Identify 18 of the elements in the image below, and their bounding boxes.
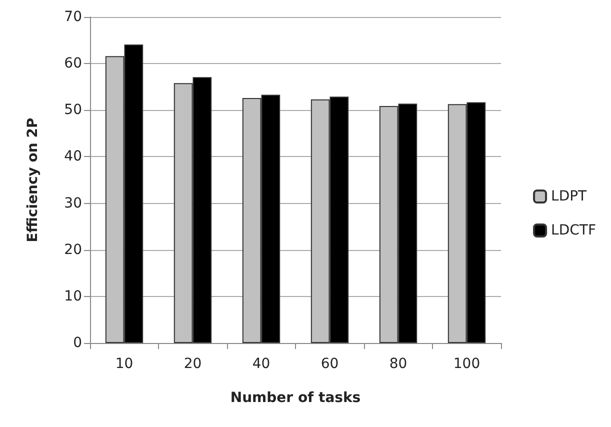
legend-label: LDPT <box>551 188 588 204</box>
y-tick-label: 50 <box>64 102 82 118</box>
x-tick-label: 80 <box>389 356 408 372</box>
legend-label: LDCTF <box>551 222 596 238</box>
y-tick-label: 30 <box>64 195 82 212</box>
y-tick-label: 70 <box>64 9 82 25</box>
y-tick-label: 10 <box>64 288 82 304</box>
y-axis-title: Efficiency on 2P <box>25 118 41 242</box>
x-tick-label: 100 <box>453 356 480 372</box>
x-tick-label: 40 <box>252 356 270 372</box>
y-tick-label: 20 <box>64 242 82 258</box>
y-tick-label: 0 <box>73 335 82 351</box>
x-tick-label: 20 <box>184 356 202 372</box>
y-tick-label: 40 <box>64 148 82 165</box>
x-tick-label: 10 <box>115 356 134 372</box>
x-tick-label: 60 <box>320 356 339 372</box>
y-tick-label: 60 <box>64 56 82 72</box>
x-axis-title: Number of tasks <box>230 390 361 406</box>
